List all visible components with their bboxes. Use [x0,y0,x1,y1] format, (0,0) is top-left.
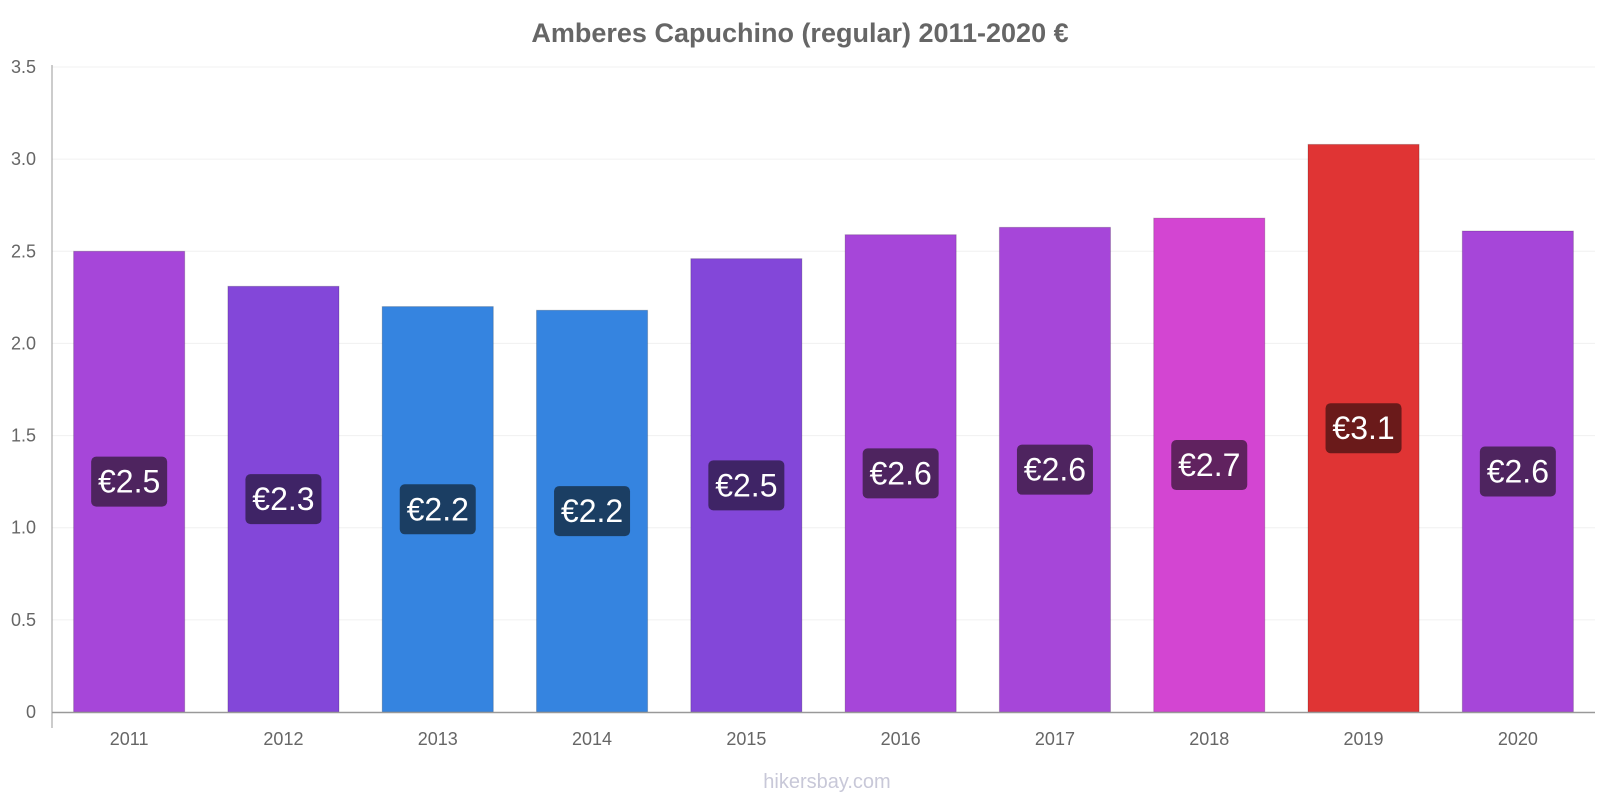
x-tick-label: 2020 [1498,729,1538,749]
data-label: €2.5 [715,467,777,503]
data-label-box [1325,403,1402,454]
data-label-box [1171,440,1248,491]
x-tick-label: 2018 [1189,729,1229,749]
data-label: €3.1 [1332,410,1394,446]
data-label: €2.6 [1024,452,1086,488]
y-tick-label: 3.5 [11,57,36,77]
data-label-box [862,448,939,499]
data-label: €2.2 [561,493,623,529]
y-tick-label: 1.5 [11,426,36,446]
watermark: hikersbay.com [763,771,890,793]
data-label-box [91,456,168,507]
data-label-box [1479,446,1556,497]
y-tick-label: 3.0 [11,149,36,169]
data-label: €2.7 [1178,447,1240,483]
x-tick-label: 2012 [263,729,303,749]
y-tick-label: 2.0 [11,333,36,353]
data-label-box [399,484,476,535]
data-label: €2.6 [1487,454,1549,490]
x-tick-label: 2013 [418,729,458,749]
x-tick-label: 2017 [1035,729,1075,749]
x-tick-label: 2014 [572,729,612,749]
data-label: €2.2 [407,491,469,527]
data-label-box [554,486,631,537]
x-axis-ticks: 2011 2012 2013 2014 2015 2016 2017 2018 2019 2020 [110,729,1538,749]
y-tick-label: 0 [26,702,36,722]
data-labels: €2.5 €2.3 €2.2 €2.2 €2.5 €2.6 €2.6 €2.7 €3.1 €2.6 [91,403,1556,537]
chart-title: Amberes Capuchino (regular) 2011-2020 € [531,18,1068,48]
x-tick-label: 2019 [1344,729,1384,749]
data-label-box [708,460,785,511]
data-label: €2.5 [98,464,160,500]
y-tick-label: 0.5 [11,610,36,630]
x-tick-label: 2011 [110,729,149,749]
data-label: €2.3 [252,481,314,517]
data-label: €2.6 [870,455,932,491]
data-label-box [245,474,322,525]
y-tick-label: 1.0 [11,518,36,538]
y-tick-label: 2.5 [11,241,36,261]
y-axis-ticks: 0 0.5 1.0 1.5 2.0 2.5 3.0 3.5 [11,57,36,722]
x-tick-label: 2015 [726,729,766,749]
x-tick-label: 2016 [881,729,921,749]
data-label-box [1016,444,1093,495]
